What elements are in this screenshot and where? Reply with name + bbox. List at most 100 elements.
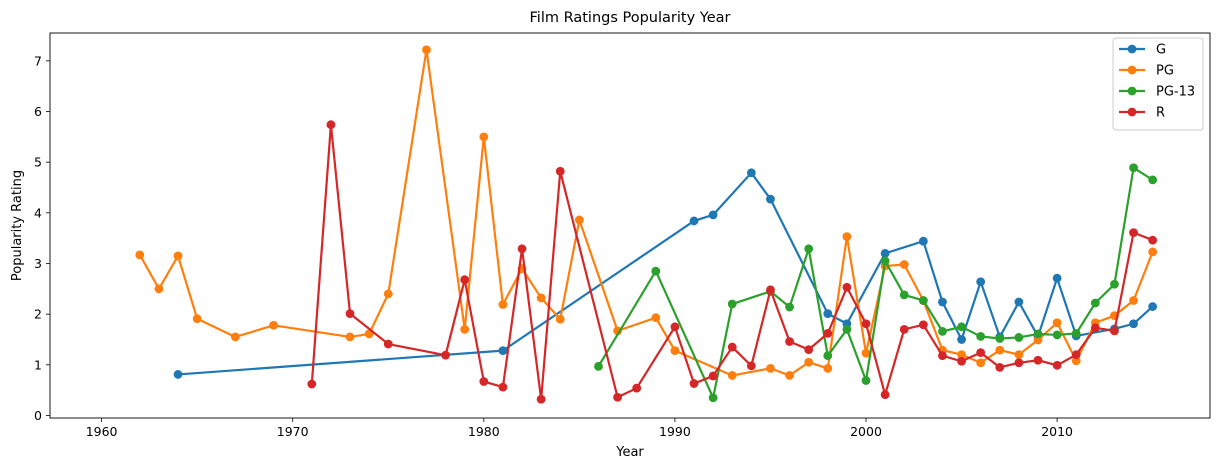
data-point-pg-13 [1090,298,1100,308]
data-point-g [938,297,947,307]
data-point-pg-13 [785,302,794,312]
series-pg-13 [594,163,1158,403]
data-point-r [383,339,393,349]
data-point-g [1014,297,1024,307]
data-point-r [746,361,756,371]
data-point-pg-13 [918,296,928,305]
data-point-pg [479,132,489,142]
legend-box [1112,37,1204,131]
x-axis-label: Year [615,445,644,460]
legend: G PG PG-13 R [1112,37,1204,131]
data-point-pg-13 [899,290,909,300]
y-tick-label: 4 [34,205,42,220]
data-point-g [1052,273,1062,283]
data-point-g [976,277,986,287]
legend-item: PG-13 [1119,85,1195,100]
series-g [173,168,1158,379]
data-point-pg [957,350,966,360]
data-point-pg-13 [938,326,947,336]
data-point-pg [804,357,814,367]
x-axis: 1960 1970 1980 1990 2000 2010 [86,418,1073,439]
data-point-pg-13 [957,322,966,332]
y-tick-label: 1 [34,357,42,372]
data-point-pg-13 [976,332,986,341]
data-point-pg [842,232,852,242]
data-point-r [957,356,966,366]
legend-label: G [1156,43,1166,58]
x-tick-label: 2010 [1041,424,1073,439]
data-point-r [307,379,317,389]
data-point-pg-13 [708,393,718,403]
data-point-pg [1148,247,1158,257]
data-point-r [689,379,699,388]
data-point-pg [899,260,909,269]
data-point-r [861,319,871,329]
plot-area [135,45,1158,404]
y-tick-label: 7 [34,53,42,68]
data-point-r [804,345,814,355]
legend-marker [1127,107,1137,117]
data-point-pg-13 [1071,329,1081,338]
data-point-pg [383,289,393,299]
data-point-r [727,342,737,352]
data-point-r [670,322,680,332]
data-point-r [326,120,336,130]
data-point-r [899,324,909,334]
data-point-pg [823,363,833,373]
data-point-pg [345,332,355,342]
data-point-pg-13 [594,361,603,371]
legend-label: PG [1156,64,1174,79]
data-point-g [766,194,775,204]
data-point-pg [422,45,431,55]
data-point-pg-13 [842,324,852,334]
data-point-pg-13 [823,351,833,361]
data-point-g [823,309,833,319]
data-point-pg-13 [651,266,661,276]
data-point-g [880,248,890,258]
data-point-pg [670,346,680,356]
series-r [307,120,1158,404]
data-point-r [613,392,622,402]
data-point-pg-13 [1148,175,1158,185]
data-point-pg [785,371,794,380]
data-point-g [1129,319,1138,329]
legend-item: G [1119,43,1166,58]
data-point-r [995,362,1005,372]
series-line-r [310,123,1154,401]
data-point-pg [536,293,546,303]
data-point-r [842,282,852,292]
data-point-r [517,244,527,254]
legend-label: PG-13 [1156,85,1195,100]
data-point-pg [1052,318,1062,328]
data-point-r [880,390,890,400]
legend-marker [1127,44,1137,54]
data-point-r [976,348,986,358]
data-point-r [1110,326,1119,336]
data-point-pg [1033,335,1043,345]
legend-item: PG [1119,64,1174,79]
data-point-pg-13 [995,334,1005,343]
x-tick-label: 1960 [86,424,118,439]
data-point-pg [154,284,164,294]
data-point-r [918,320,928,330]
data-point-pg [269,320,278,330]
legend-label: R [1156,106,1165,121]
data-point-pg-13 [1110,279,1119,289]
data-point-r [345,309,355,319]
data-point-r [555,166,565,176]
chart-title: Film Ratings Popularity Year [530,10,731,26]
data-point-r [441,350,450,360]
y-axis: 0 1 2 3 4 5 6 7 [34,53,50,423]
data-point-pg-13 [727,299,737,309]
data-point-r [498,382,508,392]
data-point-pg [1071,356,1081,366]
data-point-pg [861,348,871,358]
data-point-pg [230,332,240,342]
data-point-pg [460,324,470,334]
y-tick-label: 6 [34,104,42,119]
data-point-pg [976,358,986,368]
data-point-r [1090,323,1100,333]
data-point-pg-13 [1014,333,1024,342]
x-tick-label: 1990 [659,424,691,439]
data-point-g [708,210,718,220]
